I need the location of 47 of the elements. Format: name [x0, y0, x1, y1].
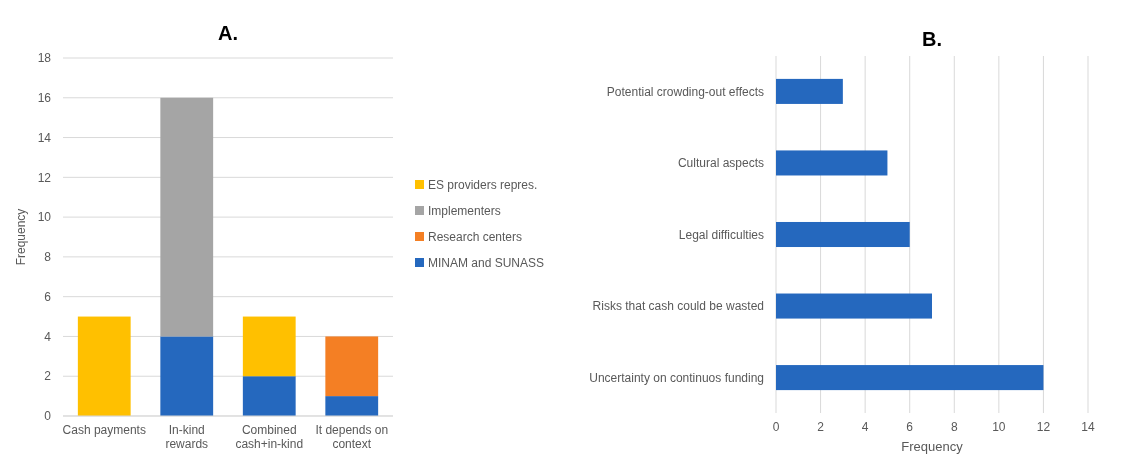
legend-label: MINAM and SUNASS [428, 256, 545, 271]
legend-label: Research centers [428, 230, 523, 245]
x-tick-label: In-kind rewards [165, 423, 209, 451]
bar [242, 376, 296, 416]
chart-title: A. [218, 22, 238, 44]
x-tick-label: 10 [992, 420, 1006, 434]
y-tick-label: 14 [37, 130, 52, 145]
y-tick-label: 6 [44, 289, 52, 304]
bar [776, 293, 932, 319]
y-tick-label: 12 [37, 170, 52, 185]
bar [77, 316, 131, 416]
x-tick-label: 2 [817, 420, 825, 434]
bar [242, 316, 296, 377]
chart-title: B. [922, 28, 942, 50]
bar [776, 221, 910, 248]
bar [776, 150, 888, 176]
y-tick-label: Risks that cash could be wasted [592, 299, 764, 314]
bar [160, 336, 214, 416]
y-tick-label: 0 [44, 409, 52, 424]
x-tick-label: 0 [772, 420, 780, 434]
x-tick-label: Combined cash+in-kind [235, 423, 304, 451]
bar [776, 78, 843, 104]
y-axis-title: Frequency [14, 208, 28, 266]
y-tick-label: 10 [37, 210, 52, 225]
y-tick-label: Cultural aspects [677, 156, 764, 171]
y-tick-label: 4 [44, 329, 52, 344]
bar [776, 365, 1044, 391]
legend-label: ES providers repres. [428, 178, 538, 193]
x-tick-label: 4 [861, 420, 869, 434]
y-tick-label: 8 [44, 250, 52, 265]
x-tick-label: 12 [1036, 420, 1051, 434]
x-tick-label: Cash payments [62, 423, 146, 437]
x-axis-title: Frequency [901, 439, 964, 454]
y-tick-label: 16 [37, 90, 52, 105]
y-tick-label: Uncertainty on continuos funding [589, 370, 764, 385]
bar [160, 97, 214, 337]
y-tick-label: Potential crowding-out effects [606, 84, 764, 99]
y-tick-label: 2 [44, 369, 52, 384]
x-tick-label: It depends on context [315, 423, 389, 451]
legend-label: Implementers [428, 204, 501, 219]
bar [325, 336, 379, 397]
y-tick-label: Legal difficulties [678, 227, 764, 242]
x-tick-label: 8 [950, 420, 958, 434]
y-tick-label: 18 [37, 51, 52, 66]
bar [325, 396, 379, 416]
x-tick-label: 6 [906, 420, 914, 434]
x-tick-label: 14 [1081, 420, 1095, 434]
